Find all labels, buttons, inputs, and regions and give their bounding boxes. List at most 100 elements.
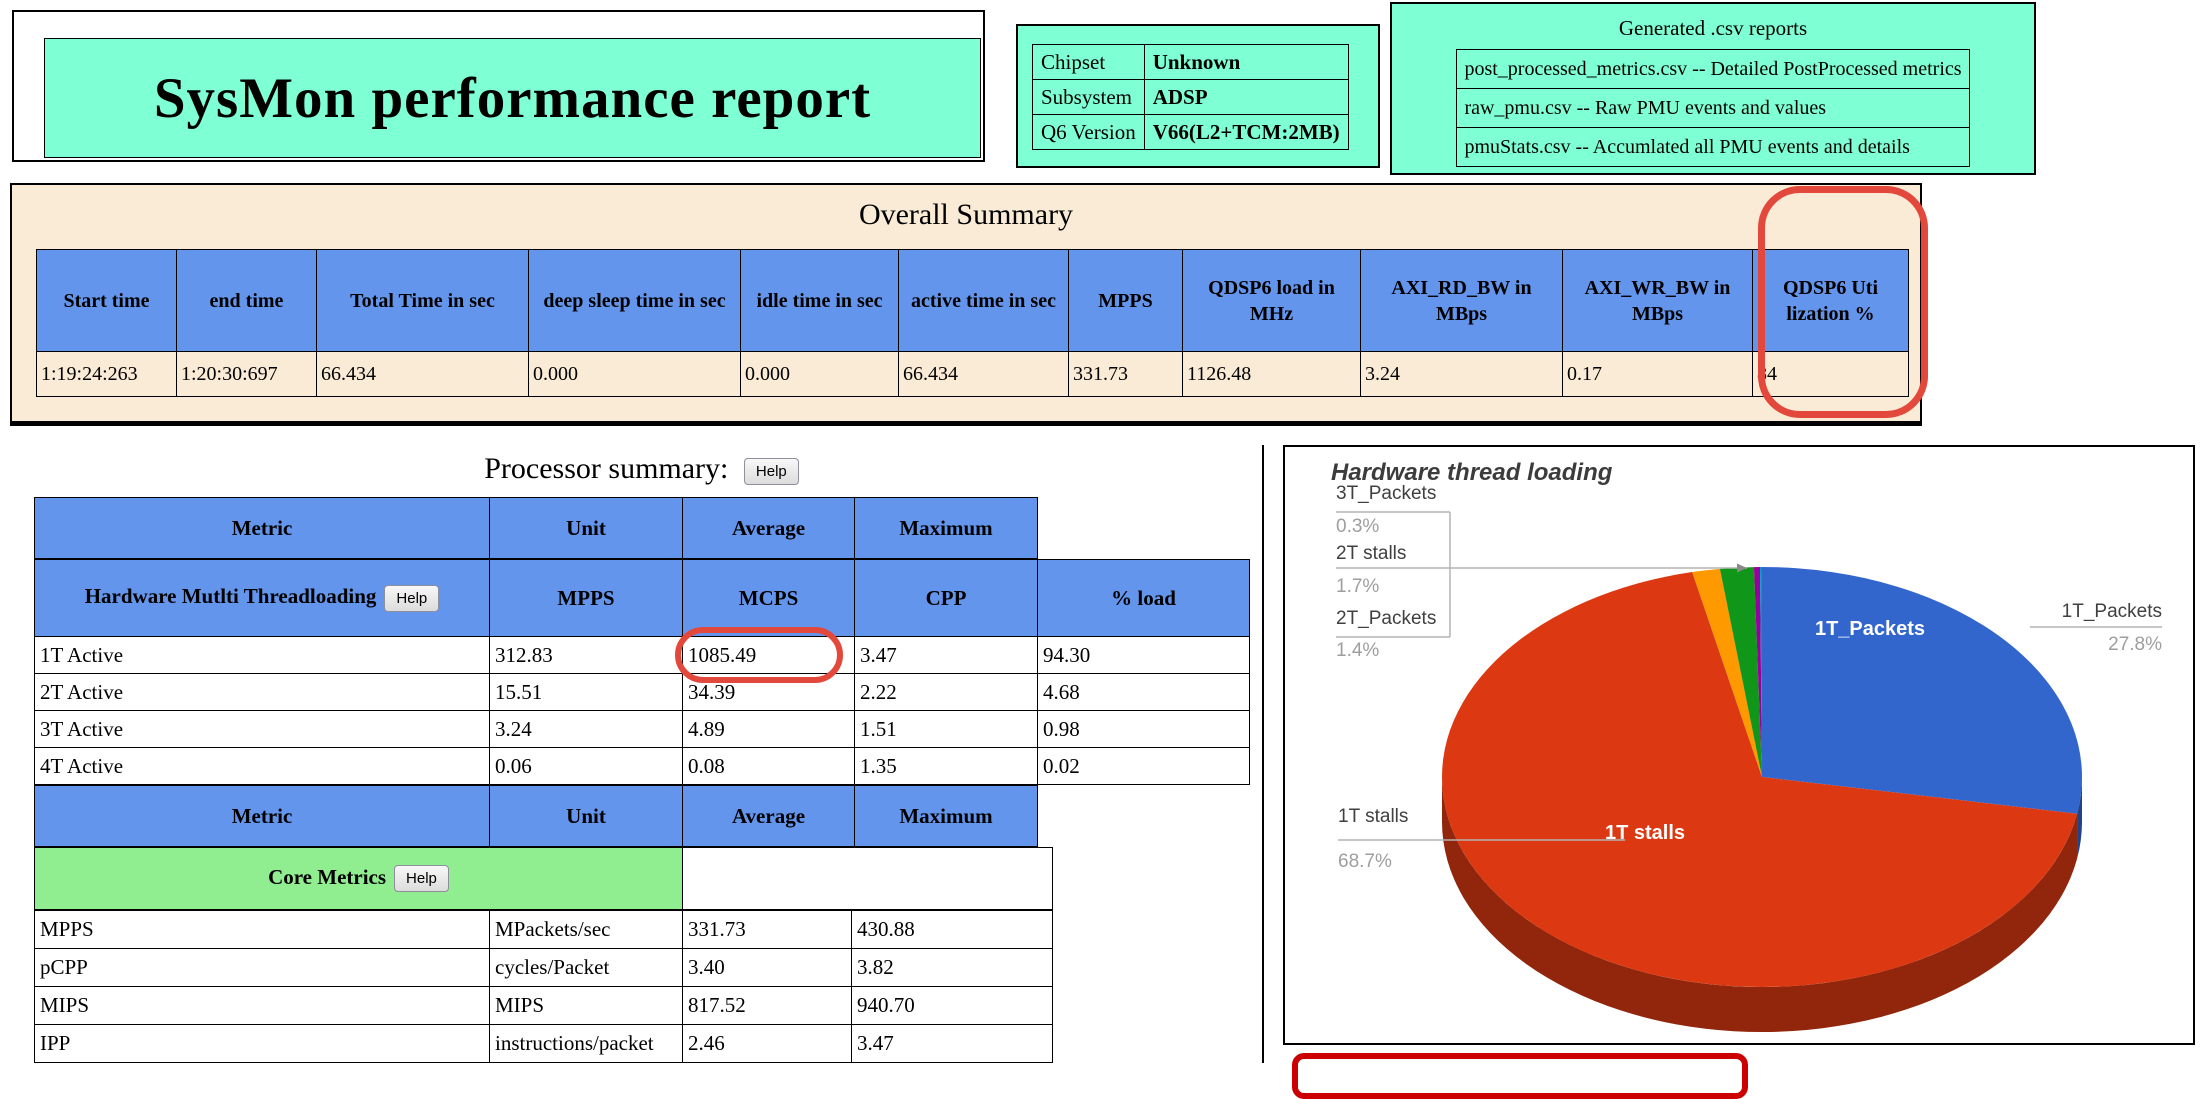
hmt-cell: 312.83: [489, 636, 683, 674]
report-title-banner: SysMon performance report: [44, 38, 981, 158]
hmt-cell: 1085.49: [682, 636, 855, 674]
hmt-column-header: MPPS: [489, 559, 683, 637]
core-metric-cell: cycles/Packet: [489, 948, 683, 987]
pie-callout-percent: 1.7%: [1336, 576, 1379, 597]
csv-reports-table: post_processed_metrics.csv -- Detailed P…: [1456, 49, 1970, 167]
csv-report-name: pmuStats.csv -- Accumlated all PMU event…: [1456, 127, 1970, 167]
column-header: Metric: [34, 785, 490, 847]
table-row: IPP instructions/packet 2.46 3.47: [34, 1024, 1053, 1063]
table-row: MIPS MIPS 817.52 940.70: [34, 986, 1053, 1025]
device-info-table: Chipset Unknown Subsystem ADSP Q6 Version V66…: [1032, 44, 1349, 150]
summary-column-label: active time in sec: [911, 289, 1056, 312]
summary-column-label: MPPS: [1098, 289, 1153, 312]
pie-callout-percent: 1.4%: [1336, 640, 1379, 661]
pie-callout-percent: 68.7%: [1338, 851, 1392, 872]
hmt-cell: 0.02: [1037, 747, 1250, 785]
pie-callout-label: 1T stalls: [1338, 806, 1408, 827]
device-info-panel: Chipset Unknown Subsystem ADSP Q6 Version V66…: [1016, 24, 1380, 168]
metric-header-table-hmt: Metric Unit Average Maximum: [34, 497, 1038, 559]
hmt-section-header: Hardware Mutlti Threadloading Help: [34, 559, 490, 637]
overall-summary-title: Overall Summary: [858, 198, 1074, 231]
table-row: MPPS MPackets/sec 331.73 430.88: [34, 910, 1053, 949]
hmt-column-header: % load: [1037, 559, 1250, 637]
hmt-cell: 3.24: [489, 710, 683, 748]
summary-column-header: Start time: [36, 249, 177, 352]
summary-value-cell: 3.24: [1360, 351, 1563, 397]
csv-report-name: post_processed_metrics.csv -- Detailed P…: [1456, 49, 1970, 89]
core-metrics-label: Core Metrics: [268, 864, 387, 889]
column-header: Average: [682, 497, 855, 559]
summary-column-header: end time: [176, 249, 317, 352]
core-metric-cell: MPPS: [34, 910, 490, 949]
column-header: Unit: [489, 785, 683, 847]
pie-slice: [1442, 572, 2078, 987]
csv-reports-panel: Generated .csv reports post_processed_me…: [1390, 2, 2036, 175]
device-info-row: Chipset Unknown: [1032, 44, 1349, 80]
hmt-cell: 94.30: [1037, 636, 1250, 674]
hmt-column-header: MCPS: [682, 559, 855, 637]
help-button[interactable]: Help: [743, 457, 799, 485]
core-metric-cell: pCPP: [34, 948, 490, 987]
csv-report-row: raw_pmu.csv -- Raw PMU events and values: [1456, 88, 1970, 128]
pie-slice: [1753, 567, 1762, 777]
summary-column-header: Total Time in sec: [316, 249, 529, 352]
summary-column-header: MPPS: [1068, 249, 1183, 352]
pie-slice: [1719, 567, 1762, 777]
summary-column-label: QDSP6 load in MHz: [1208, 276, 1335, 325]
hmt-cell: 2T Active: [34, 673, 490, 711]
pie-slice-label: 1T_Packets: [1815, 618, 1925, 640]
core-metric-cell: 3.40: [682, 948, 852, 987]
summary-column-label: Start time: [63, 289, 150, 312]
help-button[interactable]: Help: [394, 865, 449, 893]
device-info-value: V66(L2+TCM:2MB): [1143, 114, 1349, 150]
summary-value-cell: 66.434: [898, 351, 1069, 397]
summary-column-label: AXI_RD_BW in MBps: [1391, 276, 1532, 325]
device-info-row: Subsystem ADSP: [1032, 79, 1349, 115]
pie-callout-label: 1T_Packets: [2062, 601, 2162, 622]
summary-value-cell: 0.000: [528, 351, 741, 397]
core-metrics-section-cell: Core Metrics Help: [34, 847, 683, 910]
pie-slice: [1692, 568, 1762, 777]
core-metric-cell: MIPS: [489, 986, 683, 1025]
core-metric-cell: instructions/packet: [489, 1024, 683, 1063]
pie-callout-label: 2T stalls: [1336, 543, 1406, 564]
hmt-cell: 34.39: [682, 673, 855, 711]
core-metric-cell: MIPS: [34, 986, 490, 1025]
core-metric-cell: 940.70: [851, 986, 1053, 1025]
summary-column-header: active time in sec: [898, 249, 1069, 352]
help-button[interactable]: Help: [384, 584, 440, 612]
summary-value-cell: 1:20:30:697: [176, 351, 317, 397]
summary-value-cell: 0.17: [1562, 351, 1753, 397]
column-header: Maximum: [854, 785, 1038, 847]
summary-column-header: idle time in sec: [740, 249, 899, 352]
chart-title: Hardware thread loading: [1331, 459, 1613, 486]
summary-value-cell: 0.000: [740, 351, 899, 397]
table-row: 2T Active 15.51 34.39 2.22 4.68: [34, 673, 1250, 711]
hmt-column-header: CPP: [854, 559, 1038, 637]
core-metric-cell: IPP: [34, 1024, 490, 1063]
processor-summary-tables: Metric Unit Average Maximum Hardware Mutlti …: [34, 497, 1250, 1063]
core-metric-cell: 817.52: [682, 986, 852, 1025]
pie-slice-label: 1T stalls: [1605, 822, 1685, 844]
hmt-cell: 0.06: [489, 747, 683, 785]
summary-column-header: deep sleep time in sec: [528, 249, 741, 352]
core-metric-cell: 2.46: [682, 1024, 852, 1063]
summary-value-cell: 84: [1752, 351, 1909, 397]
summary-value-cell: 1:19:24:263: [36, 351, 177, 397]
metric-header-table-core: Metric Unit Average Maximum: [34, 785, 1038, 847]
table-row: pCPP cycles/Packet 3.40 3.82: [34, 948, 1053, 987]
device-info-row: Q6 Version V66(L2+TCM:2MB): [1032, 114, 1349, 150]
column-header: Maximum: [854, 497, 1038, 559]
hmt-cell: 1.35: [854, 747, 1038, 785]
hmt-cell: 4.89: [682, 710, 855, 748]
hmt-cell: 3T Active: [34, 710, 490, 748]
core-metric-cell: 430.88: [851, 910, 1053, 949]
core-section-table: Core Metrics Help: [34, 847, 1053, 910]
summary-column-label: AXI_WR_BW in MBps: [1584, 276, 1731, 325]
summary-column-label: deep sleep time in sec: [543, 289, 726, 312]
summary-column-header: QDSP6 load in MHz: [1182, 249, 1361, 352]
core-metrics-table: MPPS MPackets/sec 331.73 430.88 pCPP cycles/P…: [34, 910, 1053, 1063]
section-divider: [1262, 445, 1264, 1063]
summary-column-label: Total Time in sec: [350, 289, 495, 312]
pie-callout-label: 3T_Packets: [1336, 483, 1436, 504]
